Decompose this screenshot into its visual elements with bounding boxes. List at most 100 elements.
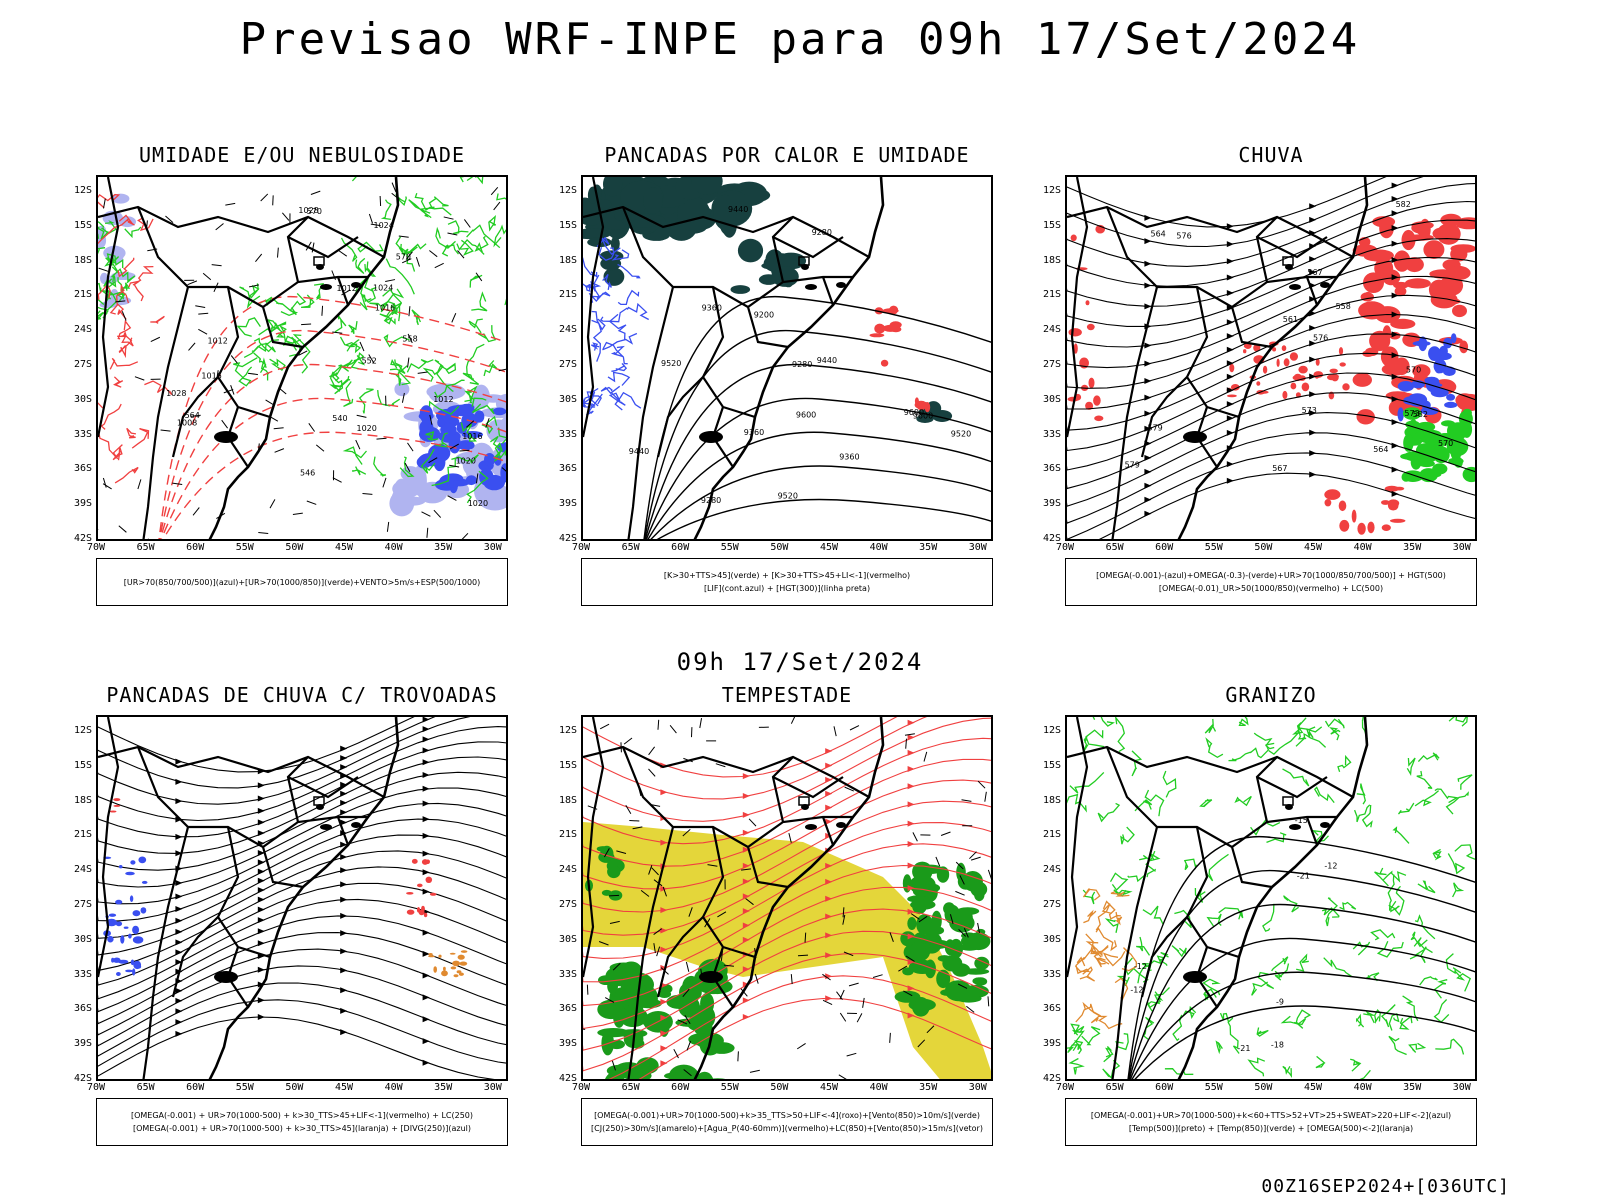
contour-line [1205, 853, 1229, 882]
contour-line [253, 337, 276, 353]
contour-line [1227, 1021, 1240, 1054]
wind-vector [955, 890, 965, 896]
wind-vector [720, 950, 723, 961]
wind-vector [249, 284, 260, 288]
field-area [1253, 344, 1261, 352]
wind-vector [822, 973, 831, 981]
field-area [607, 978, 618, 994]
wind-vector [669, 724, 677, 734]
contour-line [1253, 732, 1275, 750]
contour-line [1399, 1015, 1413, 1030]
wind-vector [754, 973, 759, 984]
contour-line [1144, 789, 1165, 817]
contour-line [1392, 826, 1410, 844]
lat-tick-label: 30S [73, 393, 92, 405]
contour-label: 1028 [166, 389, 186, 398]
wind-vector [612, 962, 621, 971]
field-area [457, 954, 465, 960]
lon-tick-label: 55W [720, 1082, 739, 1093]
contour-line [1104, 918, 1119, 933]
wind-vector [889, 932, 894, 942]
contour-line [144, 380, 173, 396]
wind-vector [684, 1015, 691, 1025]
lake [699, 431, 723, 443]
contour-label: 558 [1336, 302, 1351, 311]
lat-tick-label: 24S [558, 324, 577, 336]
streamline [583, 930, 991, 1051]
contour-line [236, 317, 261, 337]
wind-vector [172, 482, 183, 485]
field-area [1329, 368, 1338, 374]
contour-line [411, 309, 421, 326]
wind-vector [940, 831, 951, 836]
contour-line [1076, 941, 1099, 967]
wind-vector [338, 250, 348, 257]
field-area [1457, 217, 1475, 226]
map-canvas [98, 717, 506, 1079]
flow-arrow [1144, 214, 1152, 221]
flow-arrow [257, 1013, 265, 1020]
wind-vector [797, 954, 809, 957]
field-area [583, 228, 611, 240]
legend-line: [Temp(500)](preto) + [Temp(850)](verde) … [1128, 1124, 1414, 1133]
field-area [406, 909, 415, 915]
field-area [1446, 393, 1456, 401]
contour-line [468, 318, 483, 334]
contour-line [1361, 804, 1373, 828]
contour-line [329, 371, 350, 393]
contour-line [1323, 957, 1352, 977]
wind-vector [583, 1028, 586, 1030]
contour-label: 552 [362, 357, 377, 366]
contour-line [395, 236, 409, 257]
field-area [970, 881, 988, 897]
wind-vector [401, 258, 412, 264]
contour-line [359, 294, 372, 311]
field-area [1379, 218, 1394, 239]
field-area [406, 892, 414, 895]
field-area [976, 928, 986, 936]
streamline [98, 818, 506, 922]
streamline [583, 886, 991, 1007]
flow-arrow [742, 893, 750, 900]
field-area [123, 926, 129, 929]
field-area [456, 970, 462, 974]
flow-arrow [907, 908, 915, 915]
field-area [423, 912, 428, 918]
flow-arrow [825, 895, 833, 902]
wind-vector [386, 521, 390, 532]
flow-arrow [1226, 304, 1234, 311]
coastline [693, 177, 885, 539]
flow-arrow [907, 734, 915, 741]
flow-arrow [257, 877, 265, 884]
contour-line [1283, 895, 1299, 913]
lon-tick-label: 35W [1403, 542, 1422, 553]
field-area [398, 496, 426, 506]
field-area [132, 910, 141, 917]
contour-line [1074, 956, 1091, 975]
field-area [696, 1071, 714, 1079]
lat-tick-label: 18S [73, 254, 92, 266]
wind-vector [796, 1042, 806, 1050]
wind-vector [306, 500, 317, 505]
isoline [1128, 903, 1475, 1079]
contour-line [400, 243, 416, 272]
isoline [160, 397, 506, 539]
contour-line [1146, 987, 1170, 1012]
wind-vector [963, 927, 969, 938]
wind-vector [741, 868, 752, 871]
flow-arrow [660, 1045, 668, 1052]
flow-arrow [1226, 401, 1234, 408]
wind-vector [715, 763, 726, 768]
wind-vector [912, 832, 918, 842]
contour-label: 570 [1438, 439, 1453, 448]
federal-district [798, 256, 810, 266]
border-line [1231, 815, 1337, 848]
coastline [208, 717, 400, 1079]
wind-vector [745, 898, 754, 906]
wind-vector [405, 251, 413, 260]
lake [1320, 822, 1330, 828]
lon-tick-label: 40W [384, 542, 403, 553]
wind-vector [905, 738, 907, 749]
field-area [429, 892, 437, 896]
streamline [1067, 333, 1475, 431]
